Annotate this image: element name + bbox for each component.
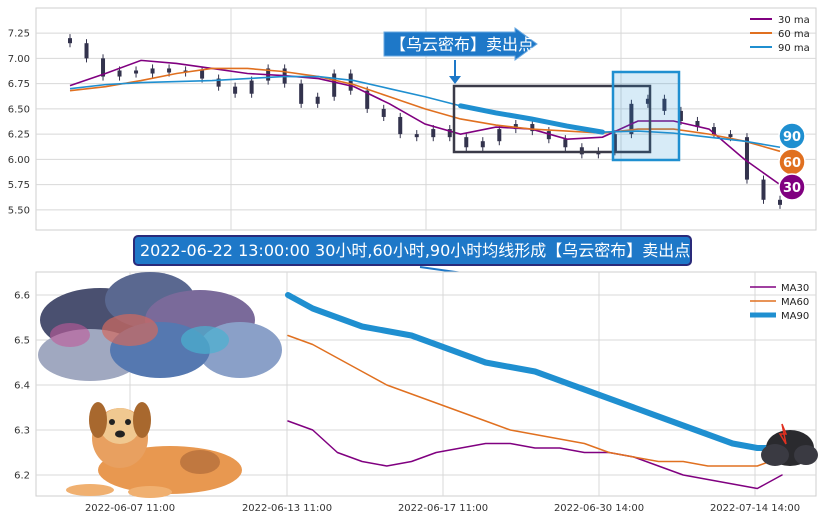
candle-body	[678, 110, 683, 121]
top-y-tick-label: 6.25	[8, 130, 30, 141]
top-y-tick-label: 5.50	[8, 205, 30, 216]
candle-body	[563, 139, 568, 148]
candle-body	[711, 127, 716, 135]
legend-label-60ma: 60 ma	[778, 29, 810, 40]
bottom-x-tick-label: 2022-06-17 11:00	[398, 503, 488, 514]
top-line-30-ma	[69, 59, 781, 186]
badge-90-label: 90	[783, 130, 801, 145]
top-line-90ma-highlight	[458, 103, 605, 135]
bottom-ma-panel: 6.26.36.46.56.6 2022-06-07 11:00 2022-06-…	[14, 271, 818, 514]
legend-label-30ma: 30 ma	[778, 15, 810, 26]
bottom-y-tick-label: 6.6	[14, 291, 30, 302]
bottom-x-tick-label: 2022-06-13 11:00	[242, 503, 332, 514]
bottom-x-tick-label: 2022-06-07 11:00	[85, 503, 175, 514]
bottom-y-tick-label: 6.2	[14, 471, 30, 482]
candle-body	[744, 137, 749, 180]
banner-box	[133, 235, 692, 266]
candle-body	[546, 131, 551, 140]
bottom-y-ticks: 6.2 6.3 6.4 6.5 6.6	[14, 291, 30, 482]
bottom-y-tick-label: 6.3	[14, 426, 30, 437]
top-ma-lines	[69, 59, 781, 186]
signal-banner: 2022-06-22 13:00:00 30小时,60小时,90小时均线形成【乌…	[133, 235, 692, 286]
candle-body	[315, 96, 320, 104]
candle-body	[414, 134, 419, 138]
bottom-y-tick-label: 6.5	[14, 336, 30, 347]
badge-60-label: 60	[783, 156, 801, 171]
bottom-line-MA60	[287, 334, 783, 467]
legend-label-MA90: MA90	[781, 311, 809, 322]
top-y-tick-label: 5.75	[8, 180, 30, 191]
candle-body	[117, 70, 122, 77]
bottom-x-tick-label: 2022-07-14 14:00	[710, 503, 800, 514]
candle-body	[530, 124, 535, 132]
candle-body	[761, 179, 766, 200]
sell-zone-box	[611, 70, 681, 162]
candle-body	[612, 134, 617, 152]
candle-body	[728, 134, 733, 138]
candle-body	[348, 73, 353, 91]
bottom-legend: MA30 MA60 MA90	[750, 283, 809, 322]
candle-body	[233, 86, 238, 94]
top-line-90-ma	[69, 75, 781, 149]
candle-body	[645, 98, 650, 104]
top-line-60-ma	[69, 67, 781, 153]
banner-text: 2022-06-22 13:00:00 30小时,60小时,90小时均线形成【乌…	[140, 241, 690, 260]
top-y-tick-label: 6.00	[8, 155, 30, 166]
candle-body	[447, 129, 452, 138]
top-legend: 30 ma 60 ma 90 ma	[750, 15, 810, 54]
candle-body	[778, 199, 782, 205]
callout-label: 【乌云密布】卖出点	[390, 35, 534, 54]
badge-30	[778, 173, 806, 201]
dark-cloud-zone-box	[452, 84, 652, 154]
callout-pointer-head	[449, 76, 461, 84]
legend-label-90ma: 90 ma	[778, 43, 810, 54]
candle-body	[150, 68, 155, 74]
callout-arrow-shape	[383, 27, 538, 61]
top-y-ticks: 7.25 7.00 6.75 6.50 6.25 6.00 5.75 5.50	[8, 29, 30, 217]
ma-badges: 90 60 30	[778, 122, 806, 201]
candle-body	[167, 68, 172, 73]
bottom-x-tick-label: 2022-06-30 14:00	[554, 503, 644, 514]
bottom-line-MA90	[285, 292, 785, 451]
small-storm-cloud-icon	[761, 423, 818, 466]
candle-body	[365, 90, 370, 109]
candle-body	[101, 58, 106, 77]
candle-body	[398, 116, 403, 135]
top-y-tick-label: 6.50	[8, 104, 30, 115]
bottom-y-tick-label: 6.4	[14, 381, 30, 392]
candle-body	[332, 73, 337, 97]
candle-body	[629, 103, 634, 135]
candle-body	[68, 38, 72, 44]
top-candlestick-panel: 7.25 7.00 6.75 6.50 6.25 6.00 5.75 5.50 【乌云密布】卖…	[8, 7, 817, 231]
bottom-line-MA30	[287, 420, 783, 490]
bottom-x-ticks: 2022-06-07 11:00 2022-06-13 11:00 2022-06-…	[85, 503, 800, 514]
candle-body	[695, 120, 700, 128]
dog-illustration	[66, 402, 242, 498]
badge-30-label: 30	[783, 181, 801, 196]
legend-label-MA60: MA60	[781, 297, 809, 308]
candle-body	[84, 43, 89, 59]
candle-body	[464, 137, 469, 148]
storm-cloud-illustration	[38, 272, 282, 381]
candle-body	[480, 141, 485, 148]
bottom-ma-lines	[285, 292, 785, 490]
candle-body	[381, 108, 386, 117]
candle-body	[216, 78, 221, 87]
candle-body	[134, 70, 139, 74]
top-y-tick-label: 7.00	[8, 54, 30, 65]
candle-body	[497, 129, 502, 142]
candle-body	[249, 80, 254, 94]
candle-body	[662, 98, 667, 111]
candle-body	[200, 70, 205, 79]
candle-body	[431, 129, 436, 138]
top-y-tick-label: 7.25	[8, 29, 30, 40]
candle-body	[299, 83, 304, 104]
sell-callout: 【乌云密布】卖出点	[383, 27, 538, 84]
top-y-tick-label: 6.75	[8, 79, 30, 90]
legend-label-MA30: MA30	[781, 283, 809, 294]
